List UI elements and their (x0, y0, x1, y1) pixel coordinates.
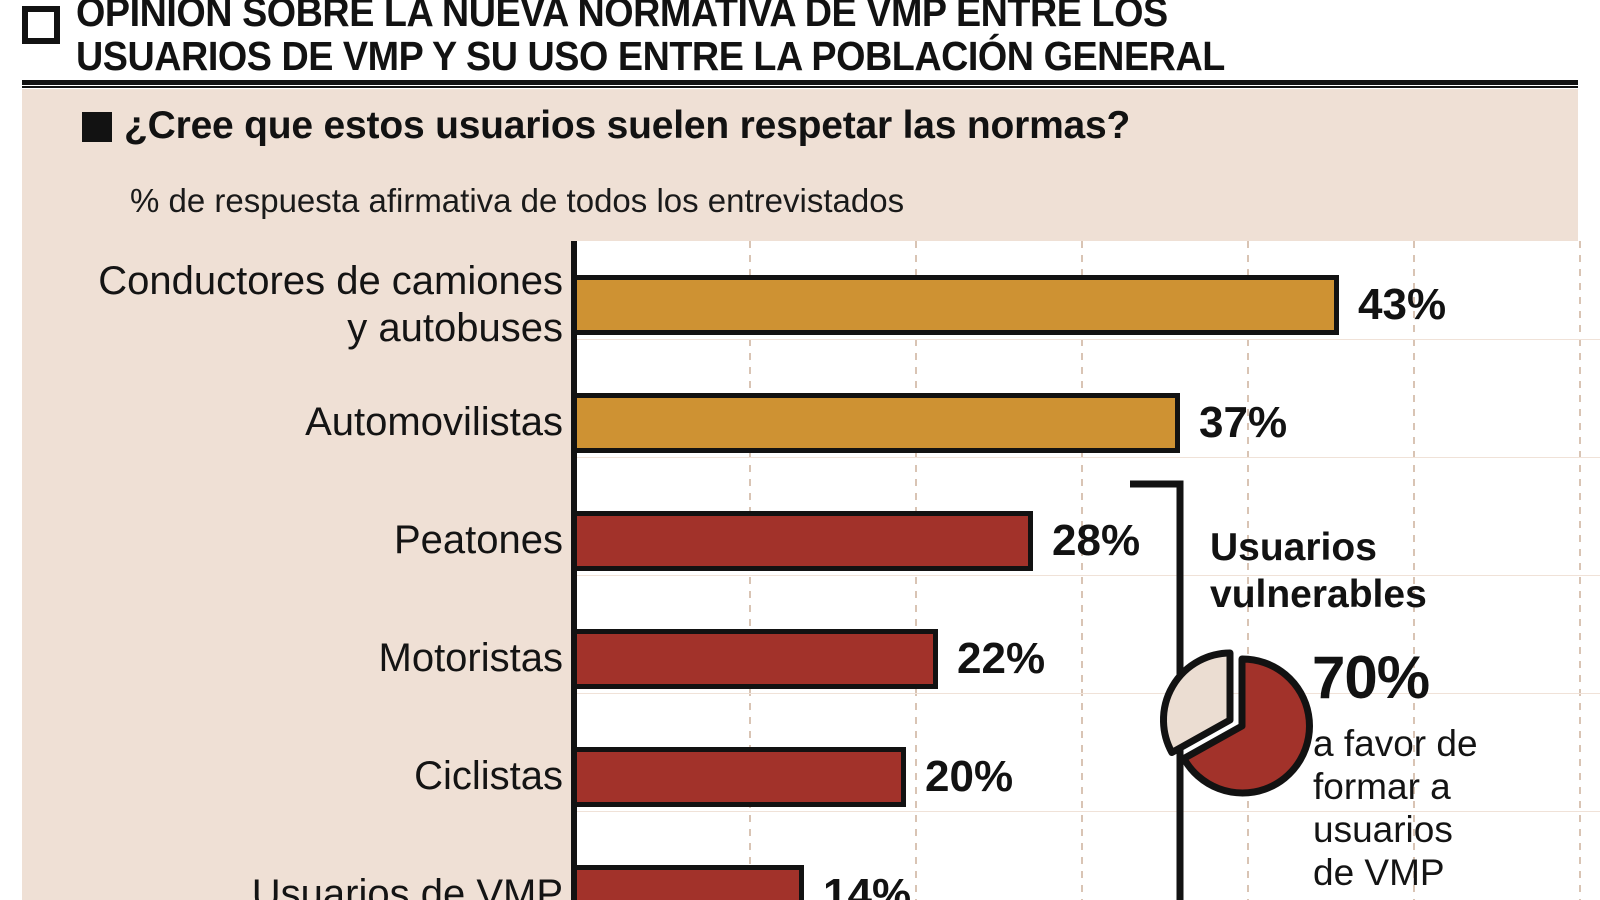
chart-subtitle: % de respuesta afirmativa de todos los e… (130, 182, 905, 219)
gridline-vertical (1247, 241, 1249, 900)
gridline-vertical (1413, 241, 1415, 900)
header-rule-thick (22, 80, 1578, 85)
bar-usuarios-vmp[interactable] (571, 865, 804, 900)
bracket-line-icon (1130, 480, 1184, 900)
gridline-horizontal (571, 811, 1600, 812)
callout-title: Usuarios vulnerables (1210, 526, 1427, 616)
pie-slice-favor (1180, 655, 1313, 797)
bar-value-ciclistas: 20% (925, 752, 1014, 801)
bar-motoristas[interactable] (571, 629, 938, 689)
callout-note: a favor de formar a usuarios de VMP (1313, 723, 1478, 893)
outlined-square-icon (22, 6, 60, 44)
bar-automovilistas[interactable] (571, 393, 1180, 453)
gridline-vertical (1081, 241, 1083, 900)
category-label-automovilistas: Automovilistas (305, 400, 563, 444)
bar-value-conductores: 43% (1358, 280, 1447, 329)
category-label-usuarios-vmp: Usuarios de VMP (251, 872, 563, 900)
headline-title: OPINIÓN SOBRE LA NUEVA NORMATIVA DE VMP … (76, 0, 1225, 79)
gridline-horizontal (571, 339, 1600, 340)
chart-axis-line (571, 241, 577, 900)
category-label-ciclistas: Ciclistas (414, 754, 563, 798)
category-label-peatones: Peatones (393, 518, 563, 562)
category-label-motoristas: Motoristas (378, 636, 564, 680)
header-rule-thin (22, 86, 1578, 88)
bar-value-automovilistas: 37% (1199, 398, 1288, 447)
bar-value-peatones: 28% (1052, 516, 1141, 565)
chart-question-title: ¿Cree que estos usuarios suelen respetar… (124, 104, 1131, 147)
bar-peatones[interactable] (571, 511, 1033, 571)
pie-chart-vulnerable-users (1152, 640, 1322, 810)
bar-ciclistas[interactable] (571, 747, 906, 807)
gridline-horizontal (571, 575, 1600, 576)
bar-chart-plot-area (571, 241, 1600, 900)
filled-square-icon (82, 112, 112, 142)
bar-value-motoristas: 22% (957, 634, 1046, 683)
headline-band: OPINIÓN SOBRE LA NUEVA NORMATIVA DE VMP … (0, 0, 1600, 82)
bar-value-usuarios-vmp: 14% (823, 870, 912, 900)
bar-conductores[interactable] (571, 275, 1339, 335)
gridline-horizontal (571, 457, 1600, 458)
gridline-horizontal (571, 693, 1600, 694)
category-label-conductores: Conductores de camiones y autobuses (98, 259, 563, 350)
gridline-vertical (1579, 241, 1581, 900)
callout-percent: 70% (1312, 644, 1430, 711)
pie-slice-remainder (1159, 649, 1234, 756)
